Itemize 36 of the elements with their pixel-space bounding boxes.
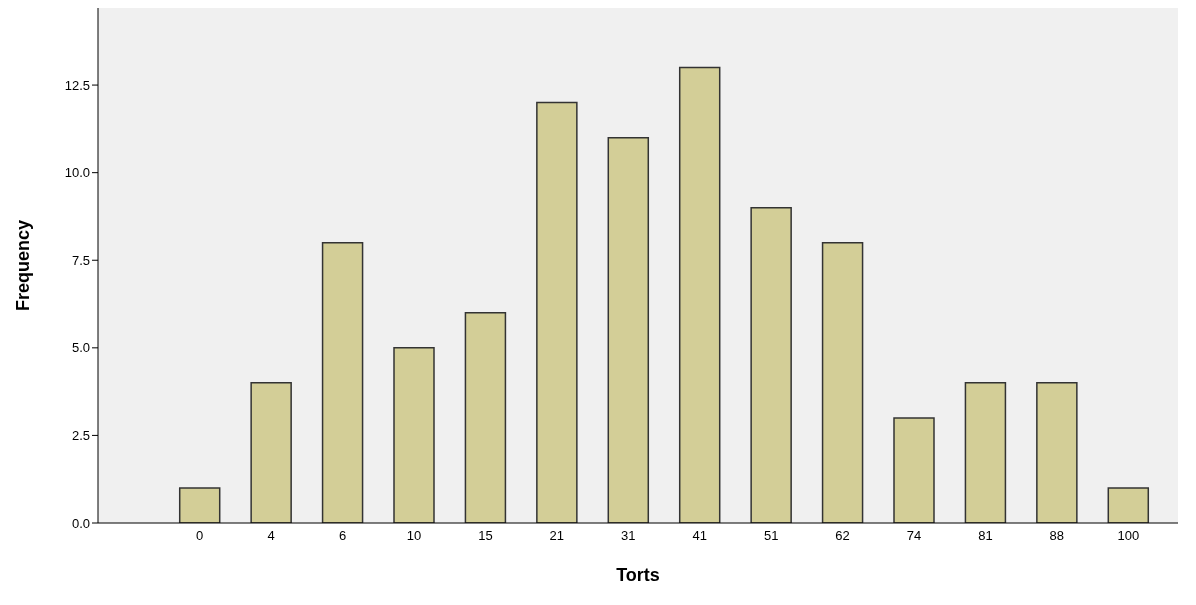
x-tick-label: 6 (338, 528, 347, 544)
x-tick-label: 31 (621, 528, 636, 544)
y-tick-label: 12.5 (64, 77, 90, 93)
x-tick-label: 100 (1117, 528, 1140, 544)
y-axis-title: Frequency (13, 219, 34, 312)
y-tick-label: 2.5 (71, 428, 90, 444)
bar (893, 417, 935, 523)
y-tick-label: 5.0 (71, 340, 90, 356)
x-axis-title: Torts (616, 565, 660, 585)
x-tick-label: 62 (835, 528, 850, 544)
bar (536, 101, 578, 523)
x-tick-label: 10 (406, 528, 422, 544)
y-tick-label: 10.0 (64, 165, 90, 181)
y-tick-label: 0.0 (71, 515, 90, 531)
bar (821, 241, 864, 523)
bar (250, 382, 292, 523)
bar (464, 312, 507, 523)
bar (1036, 382, 1078, 523)
bar (964, 382, 1007, 523)
x-tick-label: 0 (196, 528, 204, 544)
bar (178, 487, 221, 523)
x-tick-label: 74 (906, 528, 922, 544)
y-tick-label: 7.5 (71, 252, 90, 268)
x-tick-label: 88 (1049, 528, 1065, 544)
bar (321, 241, 364, 523)
x-tick-label: 51 (763, 528, 779, 544)
x-tick-label: 21 (549, 528, 565, 544)
bar (1107, 487, 1150, 523)
x-tick-label: 41 (692, 528, 707, 544)
bar (750, 206, 792, 523)
bar (607, 136, 650, 523)
x-tick-label: 4 (267, 528, 275, 544)
bar (678, 66, 721, 523)
x-tick-label: 81 (978, 528, 993, 544)
bar (393, 347, 435, 523)
x-tick-label: 15 (478, 528, 493, 544)
